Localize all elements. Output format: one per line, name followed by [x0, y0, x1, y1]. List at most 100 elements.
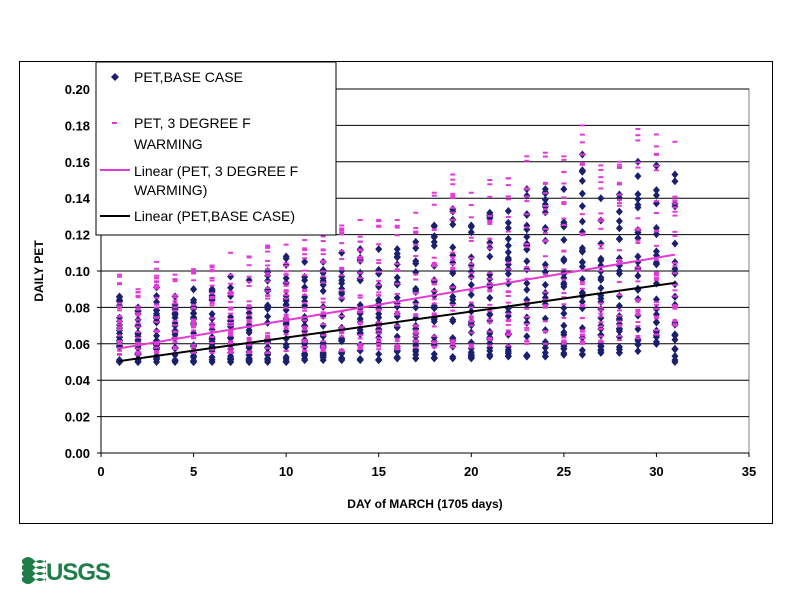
x-tick-label: 20 [464, 464, 478, 479]
scatter-point-warming [672, 214, 678, 217]
trendline-base [119, 281, 676, 363]
scatter-point-warming [635, 217, 641, 220]
scatter-point-warming [135, 322, 141, 325]
scatter-point-warming [542, 192, 548, 195]
legend-label-warming-line1: PET, 3 DEGREE F [134, 115, 251, 131]
y-tick-label: 0.04 [65, 373, 91, 388]
scatter-point-warming [561, 339, 567, 342]
scatter-point-warming [246, 351, 252, 354]
scatter-point-base [615, 301, 623, 310]
x-tick-label: 15 [371, 464, 385, 479]
scatter-point-warming [487, 222, 493, 225]
scatter-point-base [578, 189, 586, 198]
scatter-point-warming [561, 342, 567, 345]
scatter-point-warming [635, 334, 641, 337]
scatter-point-warming [265, 264, 271, 267]
scatter-point-warming [598, 328, 604, 331]
scatter-point-base [652, 260, 660, 269]
scatter-point-warming [579, 153, 585, 156]
scatter-point-warming [117, 349, 123, 352]
scatter-point-warming [524, 213, 530, 216]
scatter-point-warming [487, 318, 493, 321]
scatter-point-warming [616, 183, 622, 186]
scatter-point-base [449, 220, 457, 229]
scatter-point-warming [635, 242, 641, 245]
scatter-point-warming [339, 325, 345, 328]
scatter-point-warming [579, 234, 585, 237]
scatter-point-warming [653, 329, 659, 332]
scatter-point-warming [505, 278, 511, 281]
scatter-point-warming [487, 290, 493, 293]
scatter-point-warming [228, 351, 234, 354]
scatter-point-warming [524, 307, 530, 310]
scatter-point-base [615, 266, 623, 275]
scatter-point-warming [357, 296, 363, 299]
scatter-point-warming [246, 320, 252, 323]
scatter-point-warming [598, 325, 604, 328]
scatter-point-warming [616, 325, 622, 328]
scatter-point-warming [246, 304, 252, 307]
scatter-point-warming [283, 306, 289, 309]
scatter-point-warming [302, 253, 308, 256]
scatter-point-warming [302, 274, 308, 277]
scatter-point-warming [209, 292, 215, 295]
scatter-point-base [560, 256, 568, 265]
scatter-point-warming [246, 256, 252, 259]
scatter-point-warming [394, 344, 400, 347]
scatter-point-warming [653, 258, 659, 261]
scatter-point-warming [413, 211, 419, 214]
scatter-point-warming [283, 350, 289, 353]
scatter-point-base [523, 332, 531, 341]
scatter-point-warming [117, 305, 123, 308]
scatter-point-warming [154, 274, 160, 277]
scatter-point-warming [357, 311, 363, 314]
scatter-point-warming [265, 244, 271, 247]
scatter-point-base [171, 309, 179, 318]
scatter-point-warming [431, 325, 437, 328]
scatter-point-base [560, 349, 568, 358]
scatter-point-warming [524, 188, 530, 191]
scatter-point-warming [154, 296, 160, 299]
scatter-point-warming [394, 303, 400, 306]
scatter-point-warming [468, 262, 474, 265]
scatter-point-warming [172, 278, 178, 281]
scatter-point-warming [376, 339, 382, 342]
scatter-point-warming [339, 227, 345, 230]
scatter-point-warming [154, 267, 160, 270]
scatter-point-base [264, 355, 272, 364]
scatter-point-warming [579, 330, 585, 333]
scatter-point-warming [117, 275, 123, 278]
scatter-point-warming [672, 272, 678, 275]
scatter-point-warming [172, 299, 178, 302]
scatter-point-warming [135, 308, 141, 311]
scatter-point-warming [376, 343, 382, 346]
scatter-point-base [541, 267, 549, 276]
legend-label-linear-base: Linear (PET,BASE CASE) [134, 208, 295, 224]
scatter-point-base [208, 353, 216, 362]
scatter-point-base [652, 339, 660, 348]
scatter-point-warming [468, 204, 474, 207]
scatter-point-warming [265, 337, 271, 340]
scatter-point-warming [653, 153, 659, 156]
scatter-point-warming [431, 278, 437, 281]
scatter-point-warming [376, 243, 382, 246]
legend-label-linear-warming-line2: WARMING) [134, 182, 207, 198]
scatter-point-warming [135, 347, 141, 350]
scatter-point-base [560, 304, 568, 313]
scatter-point-warming [672, 304, 678, 307]
scatter-point-warming [209, 304, 215, 307]
scatter-point-warming [117, 315, 123, 318]
scatter-point-warming [468, 346, 474, 349]
scatter-point-warming [320, 297, 326, 300]
scatter-point-warming [357, 337, 363, 340]
scatter-point-warming [320, 344, 326, 347]
scatter-point-warming [320, 253, 326, 256]
scatter-point-warming [635, 310, 641, 313]
scatter-point-warming [487, 309, 493, 312]
scatter-point-warming [431, 289, 437, 292]
scatter-point-warming [209, 270, 215, 273]
scatter-point-warming [154, 286, 160, 289]
scatter-point-warming [228, 321, 234, 324]
scatter-point-warming [413, 243, 419, 246]
scatter-point-warming [487, 214, 493, 217]
